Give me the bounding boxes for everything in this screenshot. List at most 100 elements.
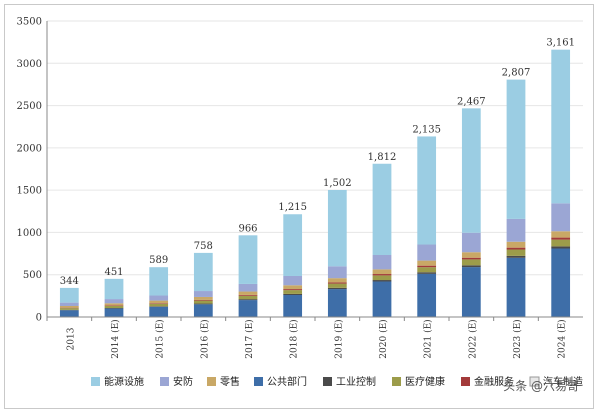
y-tick-label: 3500: [17, 17, 42, 28]
bar-segment: [104, 308, 124, 309]
bar-segment: [551, 246, 571, 249]
bar-segment: [149, 300, 169, 304]
x-tick-label: 2013: [66, 327, 76, 350]
y-axis: 0 500 1000 1500 2000 2500 3000 3500: [17, 17, 48, 324]
bar-segment: [59, 287, 79, 303]
bar-segment: [193, 300, 213, 304]
x-tick-label: 2020 (E): [378, 319, 389, 358]
legend-label: 工业控制: [336, 375, 376, 388]
bar-segment: [238, 300, 258, 317]
bar-segment: [238, 294, 258, 296]
chart-frame: 0 500 1000 1500 2000 2500 3000 3500 344 451 589 75…: [4, 4, 594, 409]
bar-segment: [59, 308, 79, 310]
bar-segment: [59, 306, 79, 308]
bar-segment: [506, 249, 526, 256]
bar-segment: [506, 257, 526, 317]
bar-segment: [506, 218, 526, 242]
bar-segment: [104, 278, 124, 300]
bar-segment: [327, 266, 347, 279]
bar-segment: [149, 303, 169, 307]
bar-segment: [238, 295, 258, 300]
bar-segment: [327, 289, 347, 317]
bar-segment: [104, 305, 124, 309]
bar-segment: [283, 289, 303, 291]
legend-label: 金融服务: [474, 375, 514, 388]
x-axis: 2013 2014 (E) 2015 (E) 2016 (E) 2017 (E) 2018…: [46, 316, 583, 359]
bar-segment: [372, 163, 392, 256]
total-data-label: 966: [238, 223, 257, 234]
bar-segment: [149, 267, 169, 296]
bar-segment: [461, 267, 481, 317]
total-data-label: 2,135: [412, 124, 441, 135]
bar-segment: [149, 306, 169, 317]
y-tick-label: 2000: [17, 143, 42, 154]
bar-segment: [417, 267, 437, 273]
bar-segment: [104, 299, 124, 304]
bar-segment: [238, 283, 258, 292]
stacked-bar-chart: 0 500 1000 1500 2000 2500 3000 3500 344 451 589 75…: [17, 17, 583, 388]
bar-segment: [417, 136, 437, 245]
bar-segment: [327, 189, 347, 267]
total-data-label: 589: [149, 255, 168, 266]
y-tick-label: 1000: [17, 228, 42, 239]
bar-segment: [149, 306, 169, 307]
legend-swatch: [323, 377, 332, 386]
bar-segment: [417, 244, 437, 261]
bar-segment: [506, 247, 526, 250]
watermark-text: 头条 @六易哥: [503, 379, 579, 393]
total-data-label: 1,502: [323, 178, 352, 189]
bar-segment: [372, 255, 392, 270]
y-tick-label: 1500: [17, 186, 42, 197]
bar-segment: [461, 252, 481, 258]
total-data-label: 758: [194, 241, 213, 252]
bar-segment: [417, 273, 437, 317]
bar-segment: [551, 248, 571, 317]
bar-segment: [283, 293, 303, 296]
bar-segment: [193, 304, 213, 317]
legend-swatch: [461, 377, 470, 386]
bar-segment: [551, 237, 571, 240]
x-tick-label: 2015 (E): [155, 319, 166, 358]
bar-segment: [327, 278, 347, 283]
x-tick-label: 2021 (E): [423, 319, 434, 358]
legend-label: 零售: [220, 375, 240, 388]
bar-segment: [551, 231, 571, 238]
y-tick-label: 0: [36, 313, 42, 324]
gridlines: [47, 20, 583, 318]
bar-segment: [327, 282, 347, 284]
bar-segment: [283, 214, 303, 276]
legend-label: 公共部门: [267, 375, 307, 388]
bar-segment: [506, 79, 526, 219]
y-tick-label: 3000: [17, 59, 42, 70]
bar-segment: [238, 299, 258, 301]
bar-segment: [461, 232, 481, 253]
legend-label: 汽车制造: [543, 375, 583, 388]
legend-swatch: [254, 377, 263, 386]
total-data-label: 2,807: [502, 68, 531, 79]
legend-label: 医疗健康: [405, 375, 445, 388]
bar-segment: [193, 252, 213, 292]
y-tick-label: 500: [23, 270, 42, 281]
bar-segment: [372, 281, 392, 317]
data-labels: 344 451 589 758 966 1,215 1,502 1,812 2,135 2,467…: [60, 38, 575, 287]
bar-segment: [327, 287, 347, 290]
bar-segment: [461, 108, 481, 233]
bar-segment: [551, 239, 571, 247]
x-tick-label: 2023 (E): [512, 319, 523, 358]
legend-swatch: [529, 376, 540, 387]
total-data-label: 2,467: [457, 96, 486, 107]
bar-segment: [149, 303, 169, 304]
x-tick-label: 2022 (E): [467, 319, 478, 358]
bar-segment: [372, 274, 392, 276]
bar-segment: [283, 285, 303, 290]
legend-label: 能源设施: [104, 375, 144, 388]
bar-segment: [193, 291, 213, 297]
bar-segment: [59, 302, 79, 307]
bar-segment: [149, 295, 169, 301]
total-data-label: 1,215: [278, 202, 307, 213]
bar-segment: [506, 241, 526, 248]
bar-segment: [283, 275, 303, 286]
x-tick-label: 2016 (E): [199, 319, 210, 358]
total-data-label: 344: [60, 276, 79, 287]
total-data-label: 451: [104, 267, 123, 278]
